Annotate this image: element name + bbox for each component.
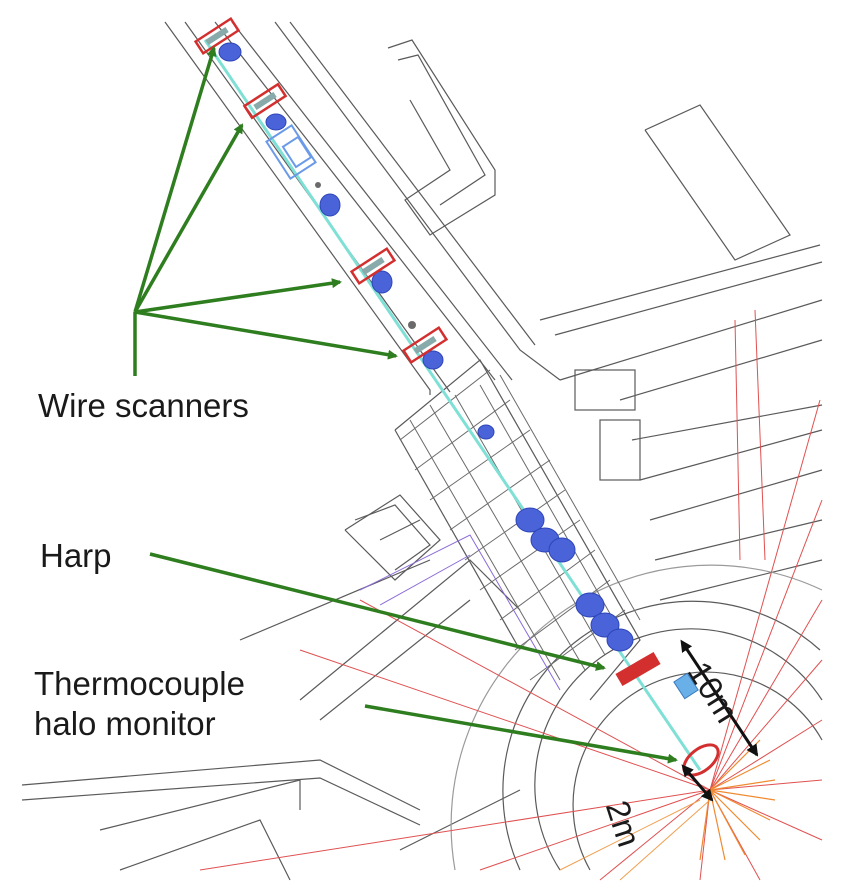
arrow-wire-scanner-3 [134,278,342,314]
radiation-rays [199,309,823,881]
floor-plan [21,21,823,881]
arrow-wire-scanner-4 [134,310,398,360]
label-thermocouple-line1: Thermocouple [34,665,245,702]
label-thermocouple-line2: halo monitor [34,705,216,742]
halo-monitor-marker [682,743,720,777]
label-harp: Harp [40,537,112,574]
dim-10m-arrow [680,639,759,757]
dim-2m-arrow [681,764,714,802]
wire-scanner-marker [349,246,397,286]
arrow-wire-scanner-1 [133,46,217,313]
purple-lines [359,534,561,691]
label-thermocouple-halo-monitor: Thermocouple halo monitor [34,664,245,744]
arrow-wire-scanner-2 [133,123,244,313]
arrow-halo-monitor [364,704,678,764]
pointer-arrows [133,46,678,764]
wire-scanner-marker [242,82,288,120]
beamline [203,39,702,771]
wire-scanner-marker [193,16,241,56]
harp-marker [615,651,661,687]
label-wire-scanners: Wire scanners [38,387,249,424]
wire-scanner-markers [193,16,449,365]
dimension-arrows [680,639,759,802]
wire-scanner-marker [401,325,449,365]
arrow-harp [149,552,606,671]
